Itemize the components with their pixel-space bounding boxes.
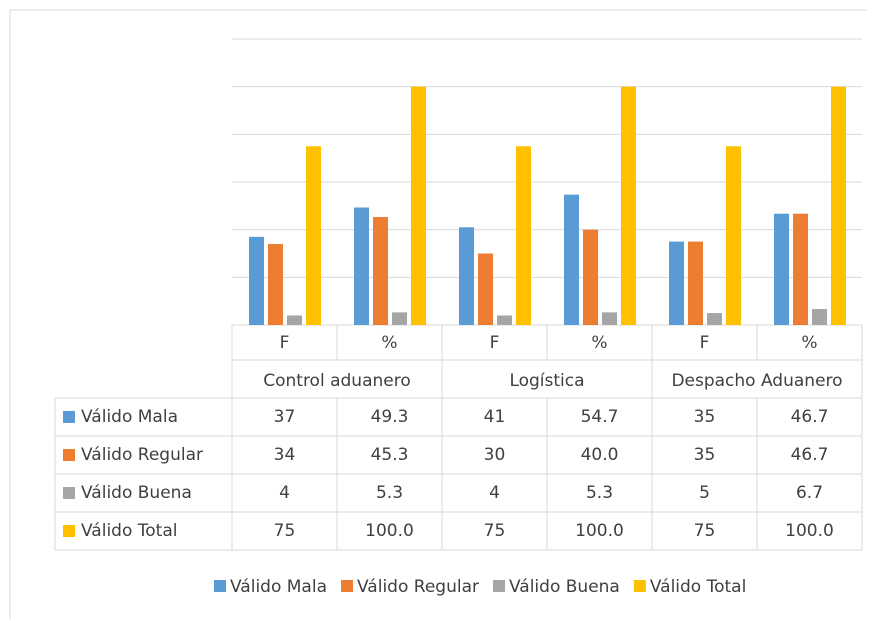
legend-label: Válido Total <box>650 577 746 597</box>
legend-key <box>214 580 226 592</box>
x-tick-label: % <box>381 333 397 353</box>
table-cell: 75 <box>694 521 716 541</box>
table-cell: 100.0 <box>785 521 834 541</box>
bar <box>411 86 426 326</box>
legend-key <box>63 487 75 499</box>
bar <box>831 86 846 326</box>
table-cell: 100.0 <box>575 521 624 541</box>
table-cell: 46.7 <box>791 445 829 465</box>
table-cell: 6.7 <box>796 483 823 503</box>
legend-key <box>492 580 505 592</box>
bar <box>497 315 512 325</box>
legend-key <box>633 580 646 592</box>
legend-label: Válido Regular <box>357 577 479 597</box>
bar <box>774 213 789 325</box>
group-label: Despacho Aduanero <box>671 371 842 391</box>
legend-label: Válido Buena <box>509 577 620 597</box>
row-label: Válido Mala <box>81 407 178 427</box>
table-cell: 4 <box>279 483 290 503</box>
bar <box>602 312 617 325</box>
table-cell: 46.7 <box>791 407 829 427</box>
table-cell: 35 <box>694 407 716 427</box>
table-cell: 75 <box>274 521 296 541</box>
bar <box>516 146 531 325</box>
table-cell: 34 <box>274 445 296 465</box>
row-label: Válido Regular <box>81 445 203 465</box>
x-tick-label: % <box>801 333 817 353</box>
table-cell: 5.3 <box>376 483 403 503</box>
table-cell: 4 <box>489 483 500 503</box>
bar <box>306 146 321 325</box>
bar <box>478 253 493 325</box>
table-cell: 5 <box>699 483 710 503</box>
bar <box>688 241 703 325</box>
table-cell: 75 <box>484 521 506 541</box>
legend-key <box>63 411 75 423</box>
table-cell: 41 <box>484 407 506 427</box>
bar <box>268 243 283 325</box>
bar <box>459 227 474 325</box>
bar <box>621 86 636 326</box>
x-tick-label: F <box>490 333 500 353</box>
bar <box>583 229 598 325</box>
table-cell: 100.0 <box>365 521 414 541</box>
bar <box>564 194 579 325</box>
row-label: Válido Total <box>81 521 177 541</box>
bar <box>354 207 369 325</box>
group-label: Control aduanero <box>263 371 411 391</box>
bar <box>392 312 407 325</box>
bar <box>287 315 302 325</box>
x-tick-label: F <box>280 333 290 353</box>
table-cell: 54.7 <box>581 407 619 427</box>
x-tick-label: % <box>591 333 607 353</box>
legend-label: Válido Mala <box>230 577 327 597</box>
table-cell: 49.3 <box>371 407 409 427</box>
bar <box>793 213 808 325</box>
table-cell: 35 <box>694 445 716 465</box>
table-cell: 37 <box>274 407 296 427</box>
bar <box>669 241 684 325</box>
row-label: Válido Buena <box>81 483 192 503</box>
table-cell: 45.3 <box>371 445 409 465</box>
bar <box>249 236 264 325</box>
group-label: Logística <box>509 371 584 391</box>
legend-key <box>63 449 75 461</box>
table-cell: 40.0 <box>581 445 619 465</box>
legend-key <box>63 525 75 537</box>
bar <box>373 217 388 325</box>
table-cell: 5.3 <box>586 483 613 503</box>
bar <box>726 146 741 325</box>
bar <box>707 313 722 325</box>
x-tick-label: F <box>700 333 710 353</box>
legend-key <box>341 580 353 592</box>
bar <box>812 309 827 325</box>
table-cell: 30 <box>484 445 506 465</box>
